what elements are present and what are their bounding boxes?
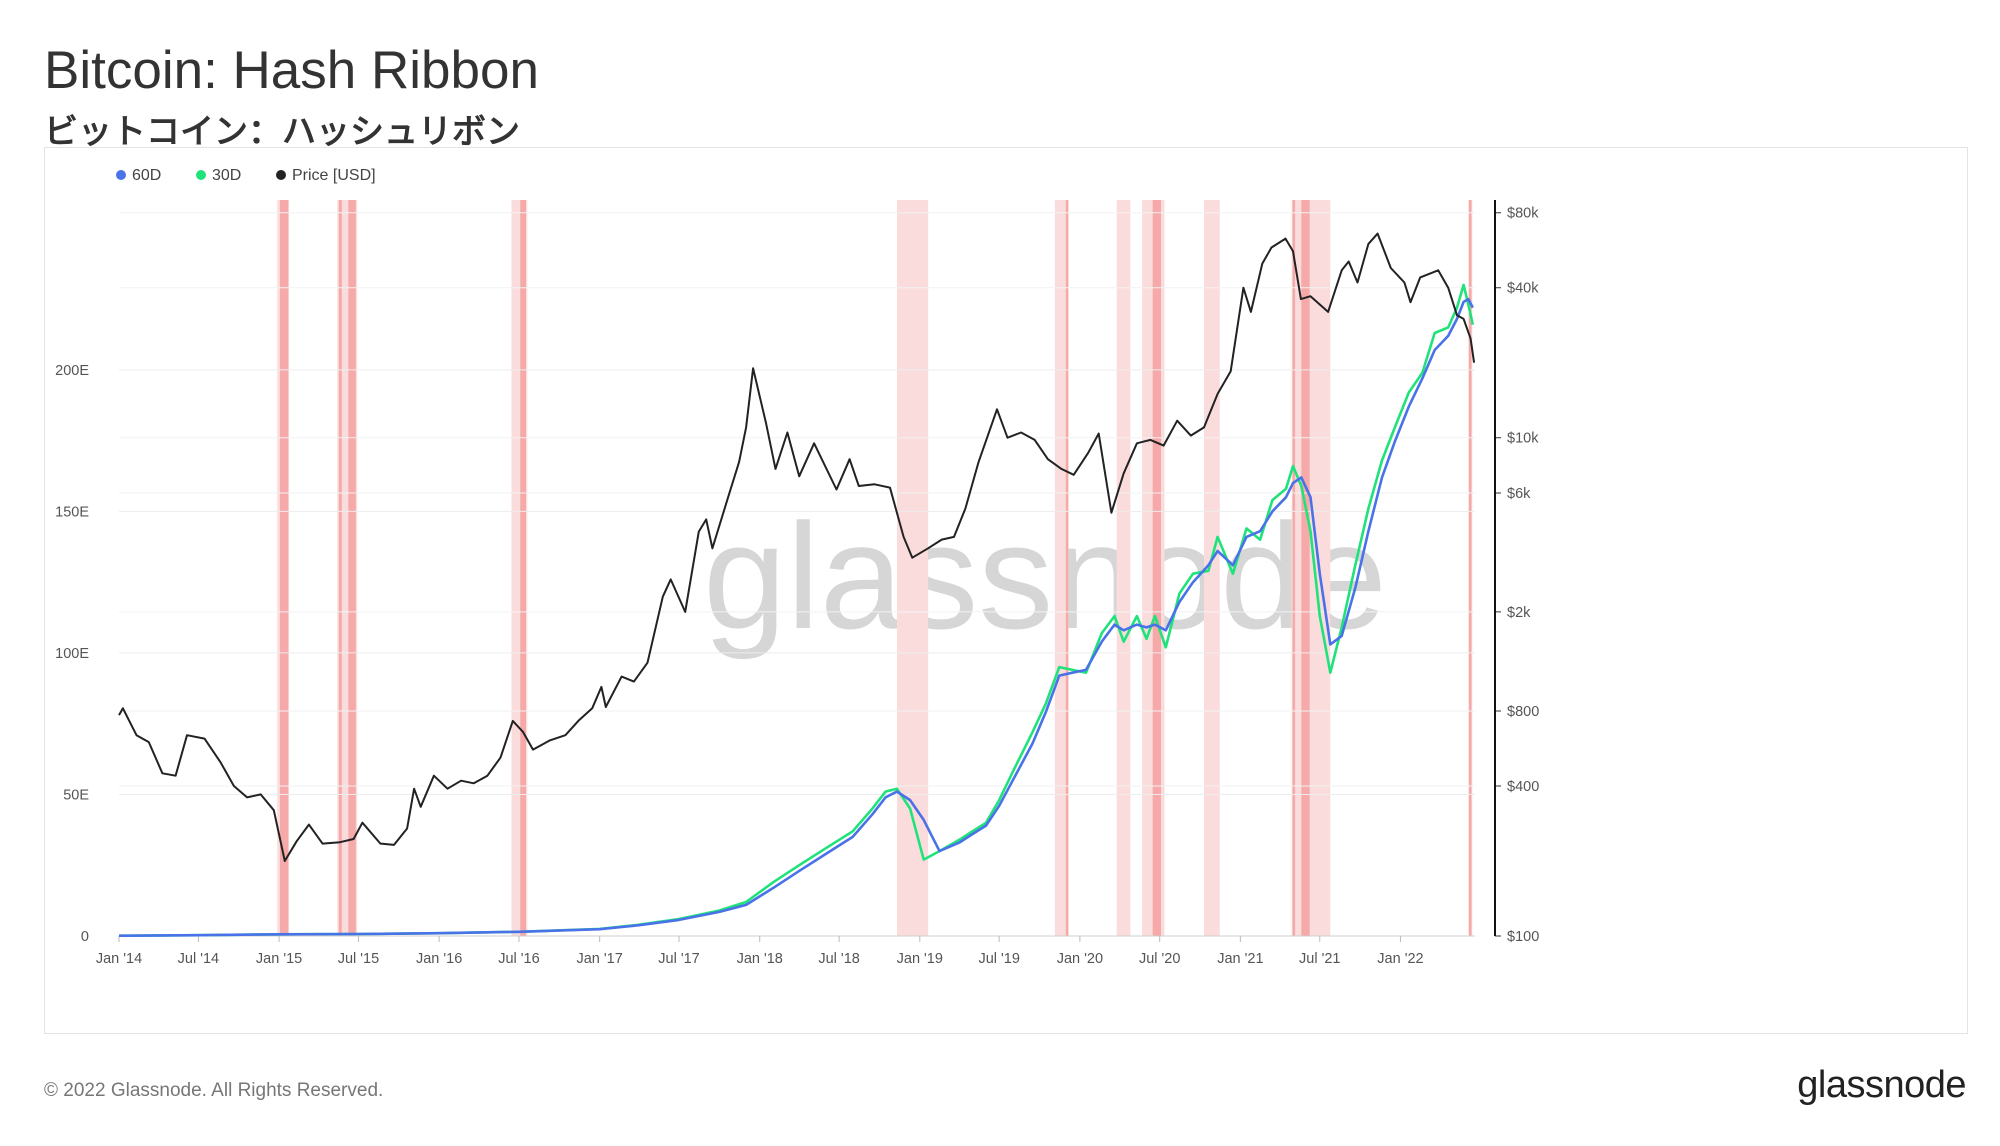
legend-marker (196, 170, 206, 180)
x-axis-tick-label: Jul '18 (818, 951, 859, 967)
capitulation-band-strong (520, 200, 526, 936)
capitulation-band-strong (1468, 200, 1472, 936)
capitulation-band-strong (338, 200, 342, 936)
legend-label: 60D (132, 167, 161, 184)
x-axis-tick-label: Jul '21 (1299, 951, 1340, 967)
legend-marker (276, 170, 286, 180)
right-axis-tick-label: $40k (1507, 281, 1539, 297)
x-axis-tick-label: Jul '15 (338, 951, 379, 967)
right-axis-tick-label: $10k (1507, 431, 1539, 447)
capitulation-band-strong (1301, 200, 1310, 936)
right-axis-tick-label: $6k (1507, 486, 1531, 502)
hash-ribbon-60d-line (118, 297, 1474, 937)
price-line (118, 232, 1476, 862)
capitulation-band (1116, 200, 1131, 936)
right-axis-tick-label: $80k (1507, 206, 1539, 222)
x-axis-tick-label: Jan '19 (897, 951, 943, 967)
capitulation-band (1291, 200, 1331, 936)
capitulation-band-strong (1292, 200, 1296, 936)
capitulation-band-strong (279, 200, 289, 936)
right-axis-tick-label: $2k (1507, 605, 1531, 621)
axes: 0 50E 100E 150E 200E $100 $400 $800 $2k $6k $10k $4… (55, 200, 1539, 967)
x-axis-tick-label: Jan '15 (256, 951, 302, 967)
x-axis-tick-label: Jul '19 (978, 951, 1019, 967)
capitulation-band (1054, 200, 1069, 936)
left-axis-tick-label: 50E (63, 787, 89, 803)
capitulation-band (896, 200, 929, 936)
capitulation-band-strong (348, 200, 356, 936)
x-axis-tick-label: Jul '20 (1139, 951, 1180, 967)
capitulation-bands (277, 200, 1473, 936)
right-axis-tick-label: $800 (1507, 704, 1539, 720)
hash-ribbon-30d-line (118, 283, 1475, 937)
legend-label: 30D (212, 167, 241, 184)
x-axis-tick-label: Jul '14 (178, 951, 219, 967)
right-axis-tick-label: $400 (1507, 779, 1539, 795)
chart-title: Bitcoin: Hash Ribbon (44, 41, 539, 100)
left-axis-tick-label: 150E (55, 504, 89, 520)
x-axis-tick-label: Jan '20 (1057, 951, 1103, 967)
watermark-text: glassnode (703, 492, 1387, 660)
left-axis-tick-label: 0 (81, 929, 89, 945)
legend-marker (116, 170, 126, 180)
legend-label: Price [USD] (292, 167, 376, 184)
x-axis-tick-label: Jan '14 (96, 951, 142, 967)
left-axis-tick-label: 100E (55, 646, 89, 662)
right-axis-tick-label: $100 (1507, 929, 1539, 945)
capitulation-band (1203, 200, 1220, 936)
left-axis-tick-label: 200E (55, 363, 89, 379)
glassnode-logo: glassnode (1797, 1064, 1966, 1106)
x-axis-tick-label: Jan '18 (737, 951, 783, 967)
capitulation-band-strong (1152, 200, 1161, 936)
copyright-text: © 2022 Glassnode. All Rights Reserved. (44, 1080, 384, 1101)
series-lines (118, 232, 1476, 937)
x-axis-tick-label: Jan '16 (416, 951, 462, 967)
hash-ribbon-chart: glassnode 0 50E 100E 150E 200E $100 $400 $800 $2… (55, 167, 1539, 967)
chart-subtitle: ビットコイン：ハッシュリボン (44, 112, 520, 152)
chart-panel: glassnode 0 50E 100E 150E 200E $100 $400 $800 $2… (44, 147, 1968, 1034)
x-axis-tick-label: Jul '17 (658, 951, 699, 967)
x-axis-tick-label: Jan '22 (1377, 951, 1423, 967)
x-axis-tick-label: Jan '21 (1217, 951, 1263, 967)
capitulation-band-strong (1065, 200, 1069, 936)
x-axis-tick-label: Jul '16 (498, 951, 539, 967)
x-axis-tick-label: Jan '17 (576, 951, 622, 967)
legend: 60D 30D Price [USD] (116, 167, 376, 184)
